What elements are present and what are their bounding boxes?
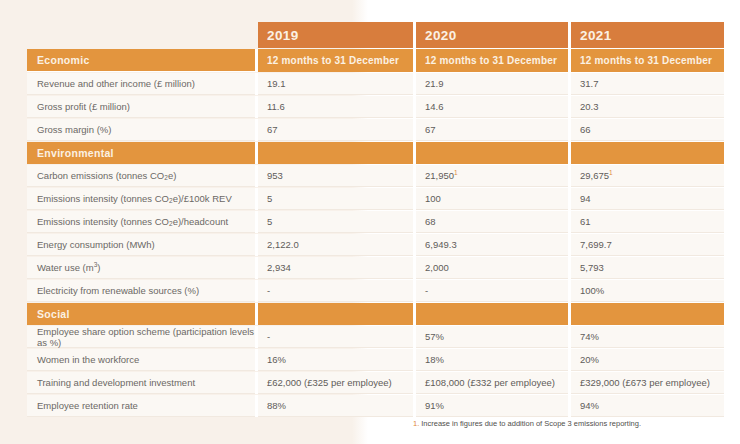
table-corner-spacer (27, 22, 255, 48)
metric-value: 57% (416, 326, 568, 348)
table-row: Electricity from renewable sources (%)--… (27, 280, 724, 302)
metric-value: 14.6 (416, 96, 568, 118)
metric-value: 21,9501 (416, 165, 568, 187)
metric-label: Emissions intensity (tonnes CO2e)/£100k … (27, 188, 255, 210)
section-header-row-environmental: Environmental (27, 142, 724, 164)
metric-value: 6,949.3 (416, 234, 568, 256)
metric-value: 20% (571, 349, 724, 371)
table-row: Carbon emissions (tonnes CO2e)95321,9501… (27, 165, 724, 187)
metric-value: 5 (258, 211, 413, 233)
table-row: Emissions intensity (tonnes CO2e)/headco… (27, 211, 724, 233)
table-row: Employee retention rate88%91%94% (27, 395, 724, 417)
table-row: Emissions intensity (tonnes CO2e)/£100k … (27, 188, 724, 210)
metric-label: Women in the workforce (27, 349, 255, 371)
metric-value: 5 (258, 188, 413, 210)
metric-label: Emissions intensity (tonnes CO2e)/headco… (27, 211, 255, 233)
footnote-text: Increase in figures due to addition of S… (421, 419, 641, 428)
metric-value: 94 (571, 188, 724, 210)
metric-value: 11.6 (258, 96, 413, 118)
metric-value: 67 (258, 119, 413, 141)
section-header-environmental: Environmental (27, 142, 255, 164)
metric-label: Energy consumption (MWh) (27, 234, 255, 256)
metric-label: Electricity from renewable sources (%) (27, 280, 255, 302)
section-header-economic: Economic (27, 49, 255, 71)
section-header-fill (571, 142, 724, 164)
metric-label: Gross margin (%) (27, 119, 255, 141)
period-subheader-2020: 12 months to 31 December (416, 49, 568, 72)
metric-value: 21.9 (416, 73, 568, 95)
metric-value: 74% (571, 326, 724, 348)
metric-value: 100% (571, 280, 724, 302)
section-header-fill (258, 142, 413, 164)
metric-value: 68 (416, 211, 568, 233)
metric-value: 67 (416, 119, 568, 141)
footnote: 1.Increase in figures due to addition of… (413, 419, 641, 428)
year-header-2019: 2019 (258, 22, 413, 48)
table-row: Employee share option scheme (participat… (27, 326, 724, 348)
metric-value: £108,000 (£332 per employee) (416, 372, 568, 394)
metric-value: 953 (258, 165, 413, 187)
metric-value: 91% (416, 395, 568, 417)
table-row: Water use (m3)2,9342,0005,793 (27, 257, 724, 279)
section-header-fill (258, 303, 413, 325)
metric-value: 94% (571, 395, 724, 417)
metric-label: Gross profit (£ million) (27, 96, 255, 118)
year-header-2021: 2021 (571, 22, 724, 48)
footnote-marker: 1. (413, 419, 419, 428)
year-header-row: 201920202021 (27, 22, 724, 48)
metric-value: 16% (258, 349, 413, 371)
metric-value: £329,000 (£673 per employee) (571, 372, 724, 394)
metric-value: 88% (258, 395, 413, 417)
period-subheader-2019: 12 months to 31 December (258, 49, 413, 72)
metric-value: 20.3 (571, 96, 724, 118)
section-header-fill (571, 303, 724, 325)
metric-label: Employee share option scheme (participat… (27, 326, 255, 348)
period-subheader-2021: 12 months to 31 December (571, 49, 724, 72)
table-row: Revenue and other income (£ million)19.1… (27, 73, 724, 95)
section-header-row-social: Social (27, 303, 724, 325)
table-row: Gross margin (%)676766 (27, 119, 724, 141)
metric-value: 66 (571, 119, 724, 141)
metric-value: 2,000 (416, 257, 568, 279)
metric-value: 2,934 (258, 257, 413, 279)
table-row: Women in the workforce16%18%20% (27, 349, 724, 371)
esg-kpi-table: 201920202021Economic12 months to 31 Dece… (27, 22, 724, 417)
metric-value: - (258, 280, 413, 302)
section-header-social: Social (27, 303, 255, 325)
metric-value: 29,6751 (571, 165, 724, 187)
metric-value: 2,122.0 (258, 234, 413, 256)
metric-label: Water use (m3) (27, 257, 255, 279)
metric-label: Carbon emissions (tonnes CO2e) (27, 165, 255, 187)
metric-label: Training and development investment (27, 372, 255, 394)
year-header-2020: 2020 (416, 22, 568, 48)
metric-value: 7,699.7 (571, 234, 724, 256)
metric-value: 5,793 (571, 257, 724, 279)
table-row: Energy consumption (MWh)2,122.06,949.37,… (27, 234, 724, 256)
metric-value: 19.1 (258, 73, 413, 95)
section-header-fill (416, 303, 568, 325)
metric-value: - (258, 326, 413, 348)
metric-value: 31.7 (571, 73, 724, 95)
section-header-fill (416, 142, 568, 164)
report-page: 201920202021Economic12 months to 31 Dece… (0, 0, 740, 444)
metric-value: 18% (416, 349, 568, 371)
metric-value: 100 (416, 188, 568, 210)
metric-label: Employee retention rate (27, 395, 255, 417)
column-header-row: Economic12 months to 31 December12 month… (27, 49, 724, 72)
table-row: Gross profit (£ million)11.614.620.3 (27, 96, 724, 118)
metric-value: - (416, 280, 568, 302)
metric-value: £62,000 (£325 per employee) (258, 372, 413, 394)
metric-label: Revenue and other income (£ million) (27, 73, 255, 95)
table-row: Training and development investment£62,0… (27, 372, 724, 394)
metric-value: 61 (571, 211, 724, 233)
